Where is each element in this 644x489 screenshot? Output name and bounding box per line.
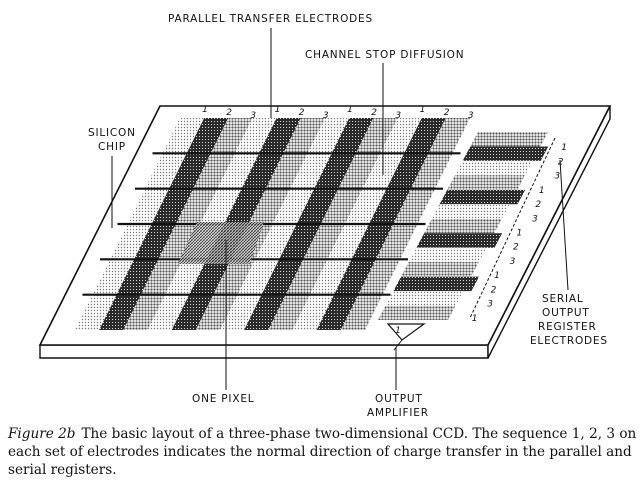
leader-serial	[559, 159, 569, 291]
label-parallel-transfer-electrodes: PARALLEL TRANSFER ELECTRODES	[168, 13, 373, 25]
phase-number-right: 2	[491, 285, 497, 295]
serial-electrode	[447, 175, 525, 190]
phase-number-top: 2	[299, 108, 305, 118]
phase-number-right: 3	[554, 172, 560, 182]
label-silicon-chip-2: CHIP	[98, 141, 126, 153]
label-silicon-chip-1: SILICON	[88, 127, 136, 139]
label-serial-2: OUTPUT	[542, 307, 590, 319]
phase-number-top: 3	[250, 111, 256, 121]
phase-number-top: 1	[420, 105, 426, 115]
channel-stops	[82, 152, 461, 296]
serial-electrode	[439, 189, 526, 205]
label-output-1: OUTPUT	[375, 393, 423, 405]
phase-number-right: 3	[532, 214, 538, 224]
label-serial-4: ELECTRODES	[530, 335, 608, 347]
serial-register	[378, 132, 549, 320]
phase-number-right: 1	[472, 314, 478, 324]
label-channel-stop-diffusion: CHANNEL STOP DIFFUSION	[305, 49, 464, 61]
figure-label: Figure 2b	[8, 426, 76, 442]
phase-number-top: 3	[323, 111, 329, 121]
svg-text:1: 1	[395, 326, 401, 336]
serial-electrode	[454, 160, 533, 176]
phase-number-top: 1	[347, 105, 353, 115]
label-serial-3: REGISTER	[538, 321, 597, 333]
phase-number-right: 1	[561, 143, 567, 153]
phase-number-right: 1	[539, 186, 545, 196]
serial-electrode	[401, 262, 479, 277]
phase-number-top: 3	[395, 111, 401, 121]
serial-electrode	[385, 291, 464, 306]
phase-number-top: 3	[468, 111, 474, 121]
phase-number-right: 3	[487, 300, 493, 310]
phase-number-top: 1	[202, 105, 208, 115]
chip-side	[39, 344, 489, 359]
serial-electrode	[470, 132, 548, 147]
serial-electrode	[416, 233, 503, 248]
serial-register-outline	[469, 137, 556, 319]
caption-text: The basic layout of a three-phase two-di…	[8, 426, 637, 478]
serial-electrode	[424, 218, 502, 234]
label-one-pixel: ONE PIXEL	[192, 393, 254, 405]
figure-caption: Figure 2b The basic layout of a three-pha…	[8, 425, 638, 479]
label-output-2: AMPLIFIER	[367, 407, 429, 419]
phase-number-top: 2	[226, 108, 232, 118]
phase-number-right: 2	[558, 157, 564, 167]
phase-number-top: 2	[371, 108, 377, 118]
phase-number-right: 3	[510, 257, 516, 267]
output-amplifier-symbol: 1	[386, 323, 426, 351]
serial-electrode	[378, 305, 456, 320]
phase-number-top: 1	[275, 105, 281, 115]
label-serial-1: SERIAL	[542, 293, 584, 305]
one-pixel-region	[178, 222, 264, 264]
phase-number-right: 2	[513, 243, 519, 253]
serial-electrode	[393, 276, 480, 292]
parallel-phase-numbers: 1 2 3 1 2 3 1 2 3 1 2 3	[202, 105, 474, 121]
phase-number-top: 2	[444, 108, 450, 118]
serial-electrode	[431, 204, 510, 219]
serial-electrode	[408, 247, 487, 263]
serial-electrode	[462, 146, 549, 161]
phase-number-right: 1	[494, 271, 500, 281]
phase-number-right: 1	[517, 229, 523, 239]
phase-number-right: 2	[535, 200, 541, 210]
